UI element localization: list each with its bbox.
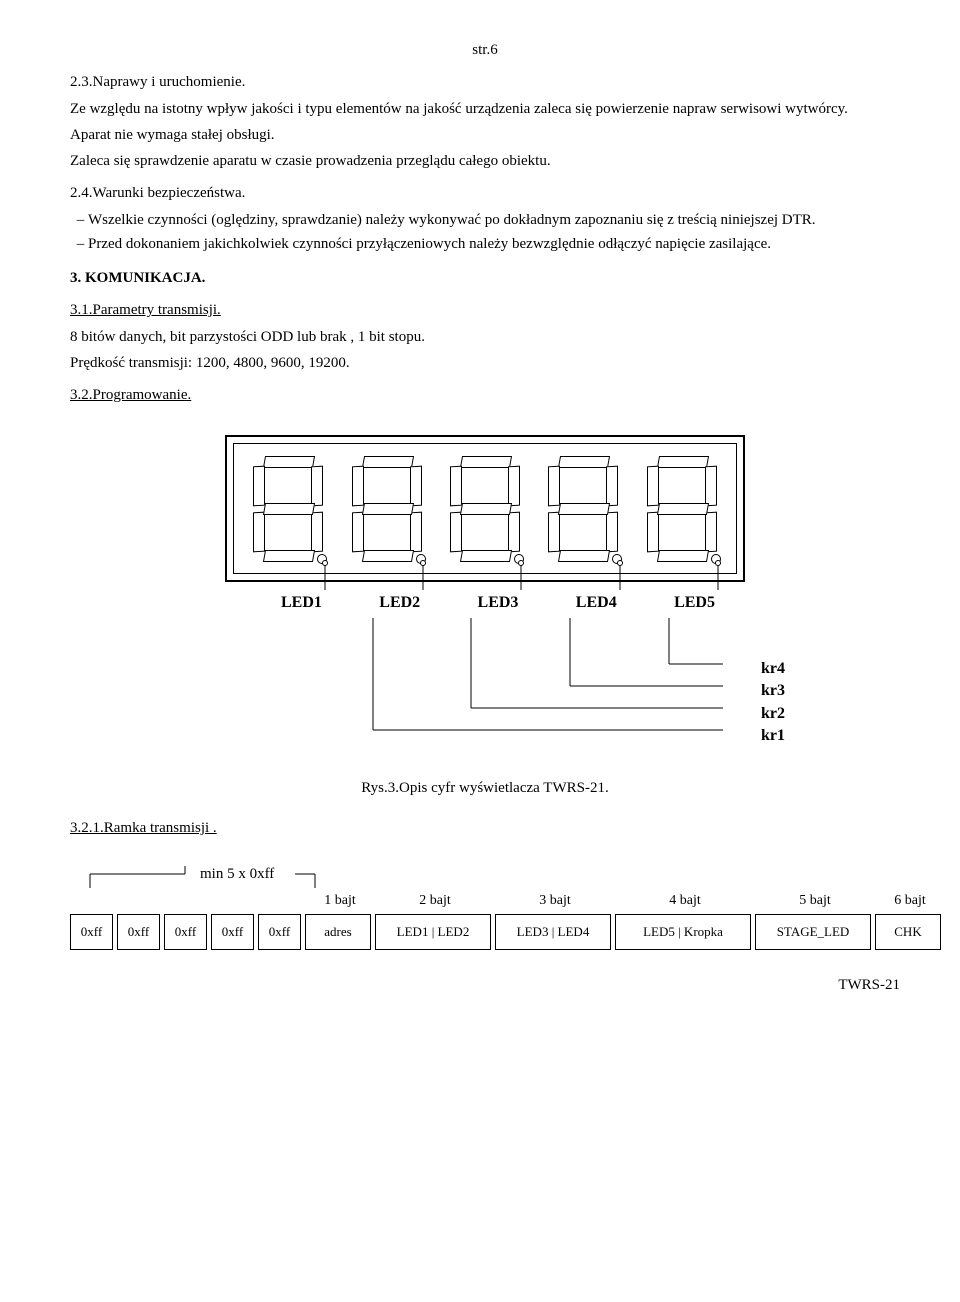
section-2-4-b2: Przed dokonaniem jakichkolwiek czynności… <box>88 234 900 254</box>
led-label: LED2 <box>379 592 420 614</box>
frame-header-cell <box>164 892 211 911</box>
page-number: str.6 <box>70 40 900 60</box>
kr-label: kr4 <box>761 658 785 680</box>
decimal-point-icon <box>317 554 327 564</box>
frame-cell: adres <box>305 914 371 950</box>
led-label: LED1 <box>281 592 322 614</box>
section-2-3-title: 2.3.Naprawy i uruchomienie. <box>70 72 900 92</box>
frame-header-cell <box>117 892 164 911</box>
frame-cell: LED1 | LED2 <box>375 914 491 950</box>
seven-segment-digit <box>352 456 422 561</box>
seven-segment-digit <box>450 456 520 561</box>
frame-cell: 0xff <box>117 914 160 950</box>
frame-cell: CHK <box>875 914 941 950</box>
seven-segment-digit <box>548 456 618 561</box>
frame-header-cell: 4 bajt <box>615 892 755 911</box>
page-footer: TWRS-21 <box>70 975 900 995</box>
frame-min-label: min 5 x 0xff <box>200 866 274 882</box>
section-2-3-p1: Ze względu na istotny wpływ jakości i ty… <box>70 99 900 119</box>
frame-cell: 0xff <box>164 914 207 950</box>
frame-header-cell: 1 bajt <box>305 892 375 911</box>
figure-3-caption: Rys.3.Opis cyfr wyświetlacza TWRS-21. <box>70 778 900 798</box>
seven-segment-digit <box>253 456 323 561</box>
section-3-2-1-title: 3.2.1.Ramka transmisji . <box>70 818 900 838</box>
frame-header-cell: 6 bajt <box>875 892 945 911</box>
led-label: LED5 <box>674 592 715 614</box>
frame-header-cell: 2 bajt <box>375 892 495 911</box>
frame-cell: LED3 | LED4 <box>495 914 611 950</box>
frame-cell: 0xff <box>70 914 113 950</box>
kr-label: kr2 <box>761 703 785 725</box>
section-2-3-p3: Zaleca się sprawdzenie aparatu w czasie … <box>70 151 900 171</box>
frame-header-cell: 3 bajt <box>495 892 615 911</box>
section-2-4-list: Wszelkie czynności (oględziny, sprawdzan… <box>70 210 900 255</box>
section-3-title: 3. KOMUNIKACJA. <box>70 268 900 288</box>
transmission-frame-diagram: min 5 x 0xff 1 bajt2 bajt3 bajt4 bajt5 b… <box>70 866 900 949</box>
frame-cell: STAGE_LED <box>755 914 871 950</box>
section-3-1-title: 3.1.Parametry transmisji. <box>70 300 900 320</box>
kr-label: kr1 <box>761 725 785 747</box>
frame-header-cell <box>258 892 305 911</box>
section-2-4-b1: Wszelkie czynności (oględziny, sprawdzan… <box>88 210 900 230</box>
frame-cell: 0xff <box>258 914 301 950</box>
frame-header-cell <box>70 892 117 911</box>
section-3-2-title: 3.2.Programowanie. <box>70 385 900 405</box>
seven-segment-display-diagram: LED1LED2LED3LED4LED5 kr4kr3kr2kr1 <box>225 435 745 748</box>
section-2-4-title: 2.4.Warunki bezpieczeństwa. <box>70 183 900 203</box>
decimal-point-icon <box>416 554 426 564</box>
frame-header-cell: 5 bajt <box>755 892 875 911</box>
section-3-1-p1: 8 bitów danych, bit parzystości ODD lub … <box>70 327 900 347</box>
kr-label: kr3 <box>761 680 785 702</box>
section-2-3-p2: Aparat nie wymaga stałej obsługi. <box>70 125 900 145</box>
frame-header-cell <box>211 892 258 911</box>
led-label: LED3 <box>478 592 519 614</box>
decimal-point-icon <box>514 554 524 564</box>
section-3-1-p2: Prędkość transmisji: 1200, 4800, 9600, 1… <box>70 353 900 373</box>
decimal-point-icon <box>612 554 622 564</box>
led-label: LED4 <box>576 592 617 614</box>
seven-segment-digit <box>647 456 717 561</box>
frame-cell: LED5 | Kropka <box>615 914 751 950</box>
frame-cell: 0xff <box>211 914 254 950</box>
decimal-point-icon <box>711 554 721 564</box>
